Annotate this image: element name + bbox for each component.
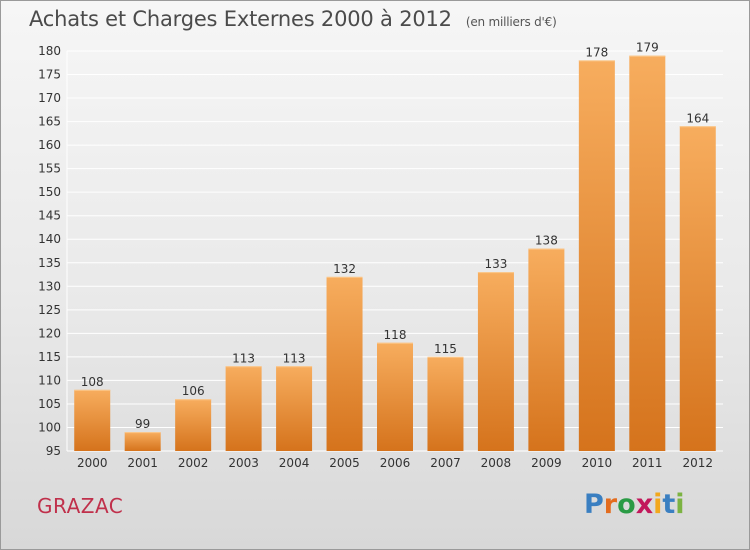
x-tick-label: 2000 [77,456,108,470]
y-tick-label: 100 [38,420,61,434]
y-tick-label: 155 [38,162,61,176]
data-label: 132 [333,262,356,276]
y-tick-label: 140 [38,232,61,246]
bar [629,55,666,452]
data-label: 99 [135,417,150,431]
x-tick-label: 2001 [127,456,158,470]
commune-name: GRAZAC [37,494,124,518]
bar [427,356,464,451]
x-tick-label: 2007 [430,456,461,470]
bar [124,432,161,451]
logo-letter: P [584,489,604,520]
data-label: 115 [434,342,457,356]
data-label: 178 [585,45,608,59]
bar [276,366,313,451]
bar [74,389,111,451]
y-tick-label: 160 [38,138,61,152]
proxiti-logo: Proxiti [584,489,685,520]
chart-title: Achats et Charges Externes 2000 à 2012 (e… [29,7,557,31]
bar [175,399,212,451]
y-tick-label: 105 [38,397,61,411]
bar [225,366,262,451]
x-tick-label: 2011 [632,456,663,470]
logo-letter: t [662,489,676,520]
y-tick-label: 120 [38,326,61,340]
logo-letter: r [603,489,618,520]
y-tick-label: 135 [38,256,61,270]
bar [528,248,565,451]
y-tick-label: 180 [38,44,61,58]
logo-letter: i [675,489,685,520]
y-tick-label: 110 [38,373,61,387]
logo-letter: i [653,489,663,520]
data-label: 106 [182,384,205,398]
data-label: 108 [81,375,104,389]
chart-title-text: Achats et Charges Externes 2000 à 2012 [29,7,452,31]
x-tick-label: 2012 [682,456,713,470]
y-tick-label: 125 [38,303,61,317]
y-tick-label: 95 [46,444,61,458]
data-label: 164 [686,111,709,125]
y-tick-label: 175 [38,68,61,82]
data-label: 118 [384,328,407,342]
y-tick-label: 130 [38,279,61,293]
x-tick-label: 2010 [582,456,613,470]
x-tick-label: 2009 [531,456,562,470]
chart-unit: (en milliers d'€) [465,15,557,29]
y-tick-label: 145 [38,209,61,223]
y-tick-label: 165 [38,115,61,129]
logo-letter: o [617,489,636,520]
y-tick-label: 170 [38,91,61,105]
x-tick-label: 2008 [481,456,512,470]
bar [477,272,514,451]
data-label: 133 [484,257,507,271]
data-label: 138 [535,234,558,248]
y-tick-label: 150 [38,185,61,199]
y-tick-label: 115 [38,350,61,364]
bar [377,342,413,451]
data-label: 179 [636,41,659,55]
x-tick-label: 2003 [228,456,259,470]
x-tick-label: 2005 [329,456,360,470]
bar [326,276,363,451]
data-label: 113 [232,351,255,365]
x-tick-label: 2006 [380,456,411,470]
data-label: 113 [283,351,306,365]
logo-letter: x [635,489,654,520]
x-tick-label: 2002 [178,456,209,470]
bar [578,60,615,451]
x-tick-label: 2004 [279,456,310,470]
bar [679,126,716,451]
